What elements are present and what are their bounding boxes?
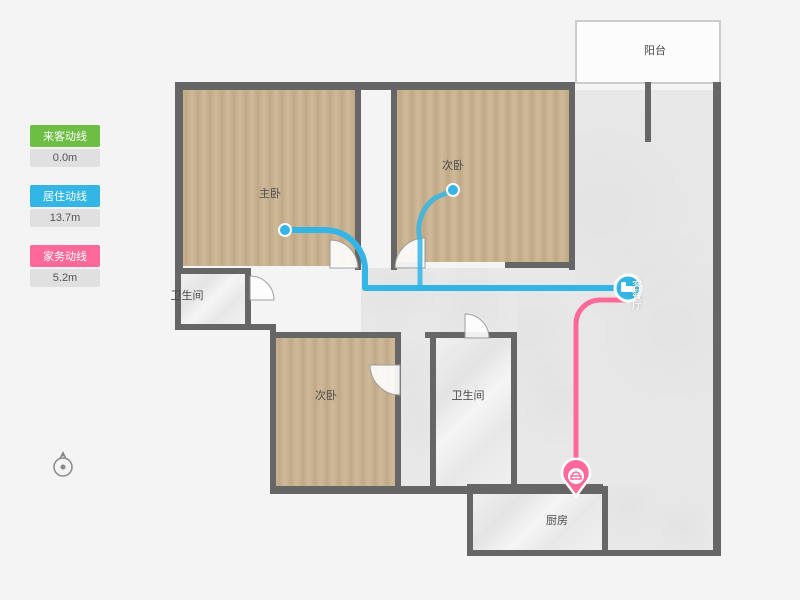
room-label-living: 客餐厅 bbox=[628, 280, 643, 310]
wall-segment bbox=[430, 332, 436, 492]
floor-concrete bbox=[608, 486, 713, 550]
floor-concrete bbox=[517, 268, 575, 486]
wall-segment bbox=[270, 324, 276, 492]
room-label-master: 主卧 bbox=[259, 185, 281, 201]
wall-segment bbox=[275, 332, 399, 338]
legend-label: 来客动线 bbox=[30, 125, 100, 147]
wall-segment bbox=[175, 82, 183, 272]
wall-segment bbox=[467, 484, 473, 556]
wall-segment bbox=[175, 82, 575, 90]
legend-value: 13.7m bbox=[30, 209, 100, 227]
wall-segment bbox=[395, 332, 401, 492]
wall-segment bbox=[645, 82, 651, 142]
wall-segment bbox=[355, 262, 361, 270]
floor-tile bbox=[436, 338, 511, 486]
floor-wood bbox=[276, 338, 395, 486]
legend-item-guest: 来客动线 0.0m bbox=[30, 125, 100, 167]
floor-wood bbox=[183, 90, 355, 266]
door-arc bbox=[250, 276, 274, 300]
wall-segment bbox=[175, 268, 251, 274]
compass-icon bbox=[45, 445, 81, 486]
floor-concrete bbox=[361, 268, 517, 332]
room-label-balcony: 阳台 bbox=[644, 42, 666, 58]
floor-wood bbox=[397, 90, 569, 262]
room-label-bath2: 卫生间 bbox=[452, 387, 485, 403]
wall-segment bbox=[505, 262, 575, 268]
wall-segment bbox=[245, 268, 251, 326]
wall-segment bbox=[391, 82, 397, 268]
wall-segment bbox=[603, 550, 721, 556]
wall-segment bbox=[602, 486, 608, 556]
wall-segment bbox=[569, 82, 575, 270]
wall-segment bbox=[391, 262, 421, 268]
room-label-bath1: 卫生间 bbox=[171, 287, 204, 303]
wall-segment bbox=[713, 82, 721, 556]
legend-label: 家务动线 bbox=[30, 245, 100, 267]
floor-concrete bbox=[401, 332, 430, 486]
legend: 来客动线 0.0m 居住动线 13.7m 家务动线 5.2m bbox=[30, 125, 100, 305]
room-label-kitchen: 厨房 bbox=[546, 512, 568, 528]
room-label-bed2: 次卧 bbox=[442, 157, 464, 173]
floor-tile bbox=[473, 490, 602, 550]
legend-label: 居住动线 bbox=[30, 185, 100, 207]
floor-plan: 阳台 主卧 次卧 次卧 卫生间 卫生间 厨房 客餐厅 bbox=[155, 20, 725, 580]
legend-item-living: 居住动线 13.7m bbox=[30, 185, 100, 227]
legend-value: 5.2m bbox=[30, 269, 100, 287]
wall-segment bbox=[425, 332, 517, 338]
legend-item-chores: 家务动线 5.2m bbox=[30, 245, 100, 287]
wall-segment bbox=[467, 484, 603, 490]
wall-segment bbox=[511, 332, 517, 490]
room-label-bed3: 次卧 bbox=[315, 387, 337, 403]
floor-concrete bbox=[575, 90, 713, 486]
legend-value: 0.0m bbox=[30, 149, 100, 167]
wall-segment bbox=[175, 324, 275, 330]
wall-segment bbox=[355, 82, 361, 268]
